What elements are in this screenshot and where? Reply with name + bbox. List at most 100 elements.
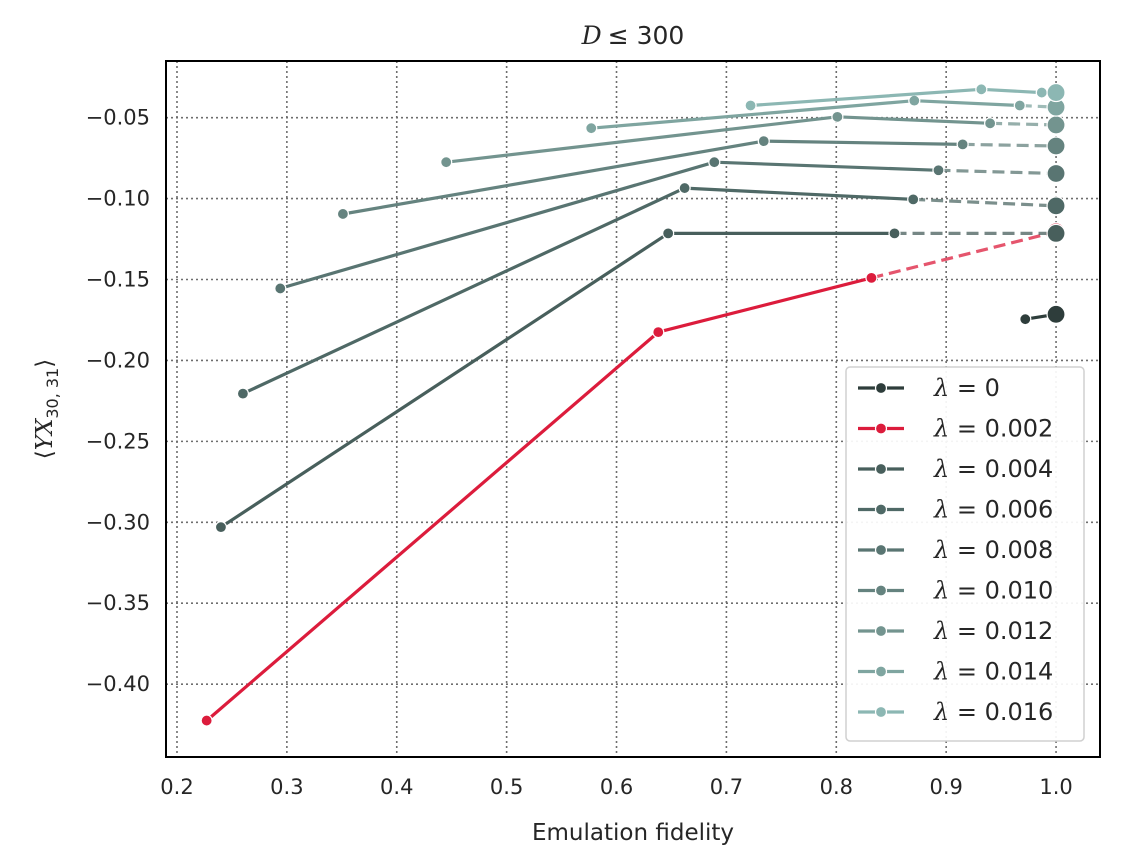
- series-line: [591, 99, 1020, 130]
- legend-label: λ = 0.010: [933, 577, 1053, 605]
- y-axis-label: ⟨YX30, 31⟩: [32, 359, 62, 459]
- legend-lambda-symbol: λ: [933, 536, 949, 564]
- legend-item: λ = 0.012: [858, 617, 1053, 645]
- x-tick-label: 0.4: [380, 775, 413, 799]
- chart-title: D ≤ 300: [581, 21, 685, 50]
- legend-label: λ = 0.004: [933, 455, 1053, 483]
- data-point: [708, 156, 721, 169]
- legend-label: λ = 0.008: [933, 536, 1053, 564]
- x-axis-ticks: 0.2 0.3 0.4 0.5 0.6 0.7 0.8 0.9 1.0: [160, 775, 1072, 799]
- x-tick-label: 0.7: [710, 775, 743, 799]
- series-lambda-0.006: [236, 181, 1066, 400]
- data-point: [678, 181, 691, 195]
- series-lambda-0.014: [585, 94, 1066, 135]
- y-tick-label: −0.15: [86, 268, 150, 292]
- x-axis-label: Emulation fidelity: [532, 820, 734, 846]
- y-tick-label: −0.05: [86, 106, 150, 130]
- series-line: [205, 276, 872, 722]
- series-layer: [200, 82, 1066, 727]
- data-point: [932, 164, 945, 177]
- title-relation: ≤ 300: [608, 21, 685, 50]
- data-point: [214, 521, 228, 534]
- endpoint-marker: [1046, 196, 1066, 216]
- legend-lambda-value: = 0.004: [949, 455, 1053, 483]
- legend-lambda-value: = 0.016: [949, 698, 1053, 726]
- legend-lambda-symbol: λ: [933, 496, 949, 524]
- endpoint-marker: [1046, 304, 1066, 324]
- series-lambda-0.008: [274, 156, 1066, 295]
- data-point: [907, 193, 920, 206]
- y-tick-label: −0.40: [86, 672, 150, 696]
- extrapolation-line: [990, 121, 1057, 127]
- x-tick-label: 0.6: [600, 775, 633, 799]
- data-point: [274, 282, 287, 295]
- legend-label: λ = 0.006: [933, 496, 1053, 524]
- legend-box: [845, 366, 1085, 742]
- y-label-open: ⟨: [32, 450, 58, 459]
- endpoint-marker: [1046, 82, 1066, 103]
- series-lambda-0.004: [214, 223, 1066, 534]
- legend-lambda-value: = 0.014: [949, 658, 1053, 686]
- legend-label: λ = 0.012: [933, 617, 1053, 645]
- title-variable: D: [581, 21, 602, 50]
- legend-lambda-symbol: λ: [933, 658, 949, 686]
- y-tick-label: −0.10: [86, 187, 150, 211]
- legend-item: λ = 0.014: [858, 658, 1053, 686]
- y-axis-ticks: −0.05 −0.10 −0.15 −0.20 −0.25 −0.30 −0.35 −0.40: [86, 106, 150, 697]
- endpoint-marker: [1046, 163, 1066, 184]
- data-point: [652, 326, 665, 339]
- y-label-var: YX: [32, 417, 58, 450]
- x-tick-label: 0.5: [490, 775, 523, 799]
- legend-item: λ = 0.010: [858, 577, 1053, 605]
- endpoint-marker: [1046, 223, 1066, 243]
- data-point: [200, 714, 213, 727]
- data-point: [888, 227, 901, 240]
- extrapolation-line: [962, 142, 1057, 148]
- data-point: [1035, 86, 1048, 99]
- data-point: [956, 138, 969, 151]
- legend-item: λ = 0: [858, 374, 1000, 402]
- series-lambda-0.016: [744, 82, 1066, 112]
- series-lambda-0: [1019, 304, 1066, 326]
- legend-marker-swatch: [874, 705, 888, 719]
- x-tick-label: 0.2: [160, 775, 193, 799]
- data-point: [744, 99, 757, 112]
- legend-marker-swatch: [874, 584, 888, 597]
- data-point: [1013, 99, 1026, 112]
- x-tick-label: 1.0: [1039, 775, 1072, 799]
- legend-label: λ = 0.016: [933, 698, 1053, 726]
- legend-lambda-symbol: λ: [933, 415, 949, 443]
- series-lambda-0.010: [336, 135, 1066, 221]
- legend-marker-swatch: [874, 422, 888, 435]
- plot-frame: [165, 60, 1101, 758]
- legend-lambda-value: = 0.006: [949, 496, 1053, 524]
- data-point: [440, 156, 453, 169]
- legend-marker-swatch: [874, 624, 888, 638]
- data-point: [975, 83, 988, 96]
- legend-label: λ = 0.002: [933, 415, 1053, 443]
- extrapolation-line: [938, 168, 1057, 176]
- legend-lambda-symbol: λ: [933, 577, 949, 605]
- legend-item: λ = 0.008: [858, 536, 1053, 564]
- legend-label: λ = 0.014: [933, 658, 1053, 686]
- legend-item: λ = 0.006: [858, 496, 1053, 524]
- legend-marker-swatch: [874, 665, 888, 678]
- legend-item: λ = 0.004: [858, 455, 1053, 483]
- extrapolation-line: [871, 230, 1057, 280]
- data-point: [1019, 313, 1032, 326]
- extrapolation-line: [913, 197, 1057, 208]
- data-point: [908, 94, 921, 107]
- y-label-sub: 30, 31: [43, 368, 62, 419]
- x-tick-label: 0.3: [270, 775, 303, 799]
- series-line: [446, 115, 991, 164]
- legend-lambda-value: = 0.012: [949, 617, 1053, 645]
- data-point: [236, 387, 250, 400]
- endpoint-marker: [1046, 115, 1066, 135]
- legend-item: λ = 0.002: [858, 415, 1053, 443]
- data-point: [865, 271, 878, 284]
- data-point: [984, 117, 997, 130]
- y-tick-label: −0.30: [86, 510, 150, 534]
